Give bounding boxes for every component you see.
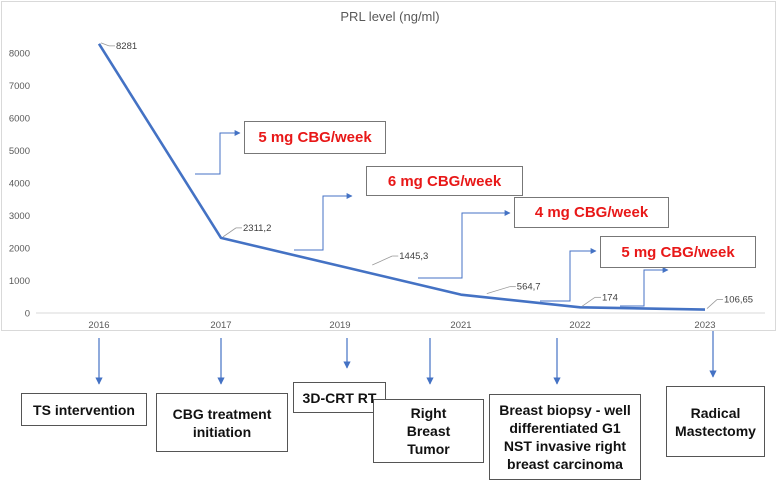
x-tick-label: 2016: [88, 320, 109, 331]
x-axis: 2016 2017 2019 2021 2022 2023: [36, 312, 765, 331]
y-axis: 0 1000 2000 3000 4000 5000 6000 7000 8000: [9, 49, 30, 320]
data-label: 2311,2: [243, 223, 271, 234]
data-label: 106,65: [724, 295, 753, 306]
event-radical-mastectomy: Radical Mastectomy: [666, 386, 765, 457]
chart-frame: [1, 1, 776, 331]
series-line: [97, 43, 706, 311]
y-tick-label: 8000: [9, 49, 30, 60]
data-label-leader: [100, 42, 110, 47]
data-label-leader: [222, 227, 237, 238]
y-tick-label: 0: [25, 309, 30, 320]
dose-label-1: 5 mg CBG/week: [244, 121, 386, 154]
event-cbg-initiation: CBG treatment initiation: [156, 393, 288, 452]
event-breast-biopsy: Breast biopsy - well differentiated G1 N…: [489, 394, 641, 480]
chart-title: PRL level (ng/ml): [340, 9, 439, 24]
dose-label-4: 5 mg CBG/week: [600, 236, 756, 268]
data-label-leader: [581, 297, 596, 307]
y-tick-label: 5000: [9, 146, 30, 157]
annotation-arrows: [95, 130, 717, 385]
event-3d-crt-rt: 3D-CRT RT: [293, 382, 386, 413]
dose-label-3: 4 mg CBG/week: [514, 197, 669, 228]
y-tick-label: 3000: [9, 211, 30, 222]
dose-label-2: 6 mg CBG/week: [366, 166, 523, 196]
data-label: 8281: [116, 41, 137, 52]
data-label-leaders: [100, 42, 723, 309]
y-tick-label: 7000: [9, 81, 30, 92]
y-tick-label: 2000: [9, 244, 30, 255]
series-prl: 8281 2311,2 1445,3 564,7 174 106,65: [97, 41, 753, 311]
x-tick-label: 2022: [569, 320, 590, 331]
event-right-breast-tumor: Right Breast Tumor: [373, 399, 484, 463]
x-tick-label: 2021: [450, 320, 471, 331]
y-tick-label: 4000: [9, 179, 30, 190]
y-tick-label: 1000: [9, 276, 30, 287]
data-label-leader: [706, 299, 718, 309]
x-tick-label: 2017: [210, 320, 231, 331]
data-label-leader: [372, 255, 393, 266]
x-tick-label: 2023: [694, 320, 715, 331]
data-label: 564,7: [517, 282, 541, 293]
data-label: 1445,3: [399, 251, 428, 262]
data-label: 174: [602, 292, 618, 303]
y-tick-label: 6000: [9, 114, 30, 125]
x-tick-label: 2019: [329, 320, 350, 331]
data-label-leader: [486, 286, 510, 295]
event-ts-intervention: TS intervention: [21, 393, 147, 426]
